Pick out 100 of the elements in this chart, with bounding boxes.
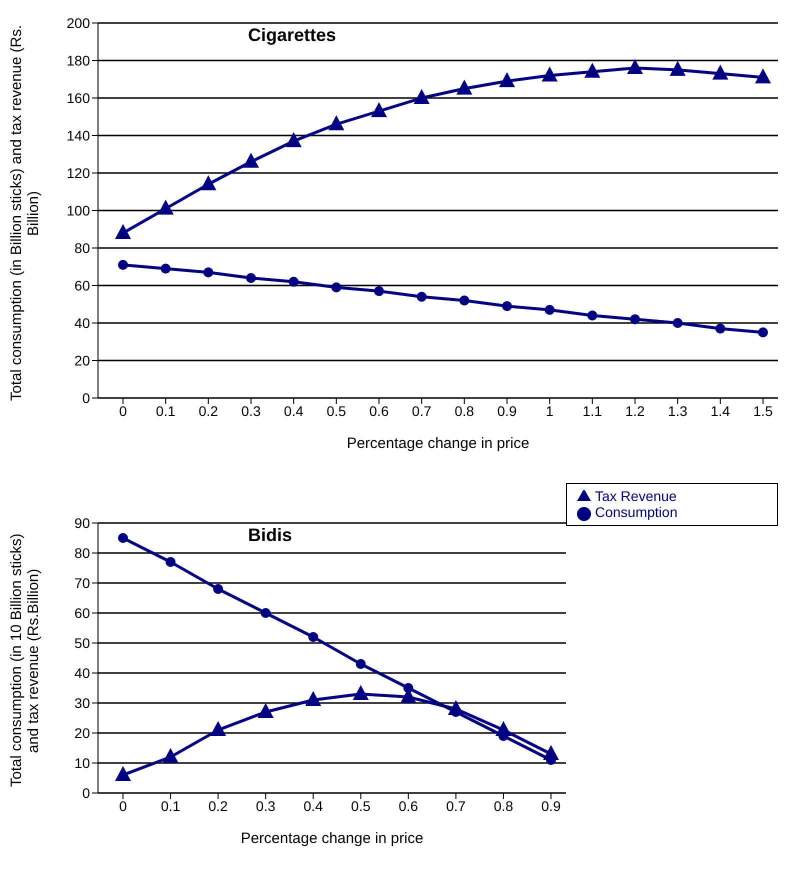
x-tick-label: 0.3 xyxy=(256,798,276,814)
x-tick-label: 1.5 xyxy=(753,402,773,419)
y-axis-title: Total consumption (in 10 Billion sticks) and tax revenue (Rs.Billion) xyxy=(8,532,42,790)
point xyxy=(328,115,344,130)
x-tick-label: 0.8 xyxy=(494,798,514,814)
point xyxy=(243,152,259,168)
point xyxy=(331,282,342,292)
point xyxy=(499,72,515,88)
x-tick-label: 1.2 xyxy=(625,402,645,419)
y-tick-label: 160 xyxy=(66,90,90,106)
point xyxy=(416,292,427,302)
y-tick-label: 120 xyxy=(66,164,90,181)
y-tick-label: 60 xyxy=(74,277,90,294)
point xyxy=(627,59,643,74)
point xyxy=(502,301,512,312)
x-axis-title: Percentage change in price xyxy=(240,830,424,847)
x-tick-label: 1 xyxy=(546,402,554,419)
point xyxy=(203,267,214,278)
x-tick-label: 0.6 xyxy=(369,402,389,419)
point xyxy=(584,62,600,78)
x-axis-title: Percentage change in price xyxy=(346,435,530,452)
point xyxy=(456,80,472,95)
point xyxy=(712,64,728,80)
point xyxy=(758,327,768,338)
point xyxy=(403,683,414,693)
x-tick-label: 0 xyxy=(119,798,128,814)
point xyxy=(352,685,369,700)
point xyxy=(305,691,322,706)
point xyxy=(715,324,726,334)
legend-label: Consumption xyxy=(595,504,678,520)
point xyxy=(246,273,256,283)
x-tick-label: 0.1 xyxy=(156,402,176,419)
x-tick-label: 0 xyxy=(119,402,128,419)
y-tick-label: 70 xyxy=(74,574,90,591)
y-tick-label: 40 xyxy=(74,314,90,331)
point xyxy=(459,296,470,306)
x-tick-label: 0.1 xyxy=(160,798,180,814)
y-tick-label: 10 xyxy=(74,754,90,771)
point xyxy=(288,276,299,287)
y-tick-label: 60 xyxy=(74,604,90,621)
x-tick-label: 0.2 xyxy=(198,402,218,419)
x-tick-label: 0.8 xyxy=(454,402,474,419)
point xyxy=(166,557,176,567)
point xyxy=(670,60,686,76)
point xyxy=(630,314,640,324)
point xyxy=(672,318,683,328)
point xyxy=(258,703,274,718)
y-tick-label: 50 xyxy=(74,634,90,651)
y-tick-label: 20 xyxy=(74,724,90,741)
x-tick-label: 1.1 xyxy=(582,402,602,419)
y-tick-label: 0 xyxy=(82,784,90,801)
point xyxy=(260,608,271,618)
point xyxy=(118,533,128,543)
point xyxy=(210,721,226,736)
y-tick-label: 90 xyxy=(74,514,90,531)
y-tick-label: 180 xyxy=(66,52,90,68)
point xyxy=(356,659,366,669)
y-tick-label: 140 xyxy=(66,127,90,144)
y-tick-label: 100 xyxy=(66,202,90,218)
point xyxy=(587,310,598,320)
point xyxy=(213,584,224,594)
x-tick-label: 1.3 xyxy=(668,402,688,419)
x-tick-label: 0.3 xyxy=(241,402,261,419)
y-tick-label: 80 xyxy=(74,544,90,561)
y-axis-title: Total consumption (in Billion sticks) and tax revenue (Rs. Billion) xyxy=(8,24,42,403)
y-tick-label: 0 xyxy=(82,390,90,406)
point xyxy=(160,264,171,274)
x-tick-label: 0.4 xyxy=(284,402,304,419)
point xyxy=(115,766,131,781)
y-tick-label: 30 xyxy=(74,694,90,711)
point xyxy=(542,66,558,82)
point xyxy=(755,68,771,84)
x-tick-label: 0.5 xyxy=(351,798,371,814)
x-tick-label: 0.6 xyxy=(398,798,418,814)
point xyxy=(308,632,318,642)
point xyxy=(374,286,384,296)
chart-title: Bidis xyxy=(248,525,292,546)
point xyxy=(200,175,216,190)
legend-label: Tax Revenue xyxy=(595,488,677,504)
point xyxy=(158,200,174,215)
x-tick-label: 0.9 xyxy=(497,402,517,419)
x-tick-label: 0.5 xyxy=(326,402,346,419)
point xyxy=(371,102,387,118)
point xyxy=(544,304,555,315)
x-tick-label: 0.9 xyxy=(541,798,561,814)
point xyxy=(162,748,179,763)
x-tick-label: 0.7 xyxy=(412,402,432,419)
point xyxy=(115,224,131,239)
x-tick-label: 0.7 xyxy=(446,798,466,814)
y-tick-label: 200 xyxy=(66,14,90,31)
y-tick-label: 20 xyxy=(74,352,90,368)
x-tick-label: 0.4 xyxy=(303,798,324,814)
point xyxy=(286,132,302,148)
y-tick-label: 80 xyxy=(74,240,90,256)
chart-title: Cigarettes xyxy=(248,25,336,46)
x-tick-label: 1.4 xyxy=(710,402,730,419)
x-tick-label: 0.2 xyxy=(208,798,228,814)
point xyxy=(414,89,430,104)
y-tick-label: 40 xyxy=(74,664,90,681)
point xyxy=(118,260,128,270)
